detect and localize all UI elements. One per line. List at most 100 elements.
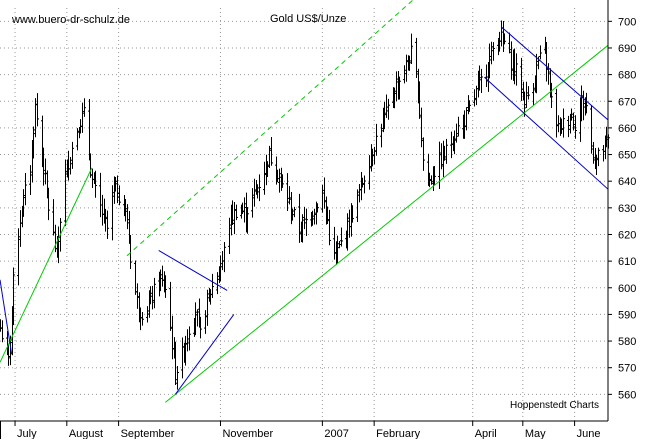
price-bar xyxy=(71,141,74,169)
price-bar xyxy=(1,320,4,343)
price-bar xyxy=(293,206,296,218)
price-bar xyxy=(422,137,425,171)
price-bar xyxy=(500,20,503,47)
price-bar xyxy=(488,43,491,79)
price-bar xyxy=(510,41,513,80)
price-bar xyxy=(440,143,443,170)
price-bar xyxy=(301,214,304,243)
trendline xyxy=(484,76,609,190)
price-bar xyxy=(403,65,406,84)
price-bar xyxy=(194,302,197,336)
price-bar xyxy=(83,98,86,117)
price-bar xyxy=(223,241,226,273)
price-bar xyxy=(7,344,10,366)
price-bar xyxy=(278,168,281,193)
price-bar xyxy=(585,92,588,114)
price-bar xyxy=(562,108,565,138)
price-bar xyxy=(398,76,401,100)
price-bar xyxy=(490,41,493,65)
source-label: Hoppenstedt Charts xyxy=(510,400,599,411)
price-bar xyxy=(574,115,577,139)
price-bar xyxy=(311,210,314,226)
price-bar xyxy=(527,86,530,100)
y-tick-label: 650 xyxy=(618,150,636,162)
trendline xyxy=(0,167,93,363)
price-bar xyxy=(69,156,72,175)
price-bar xyxy=(572,112,575,131)
price-bar xyxy=(64,159,67,227)
price-bar xyxy=(387,98,390,120)
price-bar xyxy=(266,161,269,177)
price-bar xyxy=(380,123,383,148)
trendline xyxy=(165,44,609,403)
price-bar xyxy=(204,310,207,334)
price-bar xyxy=(371,148,374,167)
price-bar xyxy=(36,93,39,127)
price-bar xyxy=(545,42,548,82)
price-bar xyxy=(415,37,418,78)
trendline xyxy=(126,0,414,257)
price-bar xyxy=(333,226,336,260)
price-bar xyxy=(602,144,605,162)
watermark-text: www.buero-dr-schulz.de xyxy=(11,14,130,26)
price-bar xyxy=(539,45,542,60)
labels: www.buero-dr-schulz.de Gold US$/Unze Hop… xyxy=(11,13,599,411)
price-bar xyxy=(101,194,104,226)
price-bar xyxy=(420,107,423,148)
price-bar xyxy=(408,55,411,71)
price-bar xyxy=(104,208,107,232)
price-bar xyxy=(473,89,476,107)
price-bar xyxy=(17,228,20,286)
price-bar xyxy=(52,199,55,236)
y-tick-label: 580 xyxy=(618,336,636,348)
price-bar xyxy=(181,337,184,379)
price-bar xyxy=(570,108,573,121)
price-bar xyxy=(383,102,386,130)
trendline xyxy=(0,279,13,355)
price-bar xyxy=(291,208,294,221)
price-bar xyxy=(373,146,376,165)
x-tick-label: May xyxy=(525,428,546,439)
price-bar xyxy=(241,202,244,215)
price-bar xyxy=(231,200,234,226)
price-bar xyxy=(547,63,550,85)
price-bar xyxy=(478,65,481,91)
price-bar xyxy=(184,335,187,366)
price-bar xyxy=(211,273,214,298)
price-bar xyxy=(243,197,246,223)
price-bar xyxy=(129,235,132,270)
price-bars xyxy=(0,20,610,390)
trendline xyxy=(174,314,235,395)
y-tick-label: 700 xyxy=(618,16,636,28)
price-bar xyxy=(465,107,468,131)
price-bar xyxy=(348,209,351,238)
price-bar xyxy=(492,42,495,61)
y-tick-label: 680 xyxy=(618,70,636,82)
price-bar xyxy=(146,306,149,323)
price-bar xyxy=(149,286,152,305)
price-bar xyxy=(443,145,446,161)
price-bar xyxy=(233,202,236,235)
price-bar xyxy=(298,193,301,243)
trendline xyxy=(500,26,609,121)
price-bar xyxy=(136,283,139,309)
price-bar xyxy=(24,172,27,206)
x-tick-label: August xyxy=(69,428,103,439)
price-bar xyxy=(520,57,523,101)
price-bar xyxy=(336,235,339,264)
x-tick-label: November xyxy=(222,428,273,439)
price-bar xyxy=(338,241,341,249)
price-bar xyxy=(410,33,413,64)
y-tick-label: 690 xyxy=(618,43,636,55)
price-bar xyxy=(346,213,349,251)
price-bar xyxy=(590,105,593,154)
price-bar xyxy=(176,366,179,390)
price-bar xyxy=(375,123,378,156)
price-bar xyxy=(216,272,219,295)
price-bar xyxy=(124,198,127,222)
price-bar xyxy=(19,210,22,247)
y-tick-label: 620 xyxy=(618,229,636,241)
price-bar xyxy=(453,130,456,155)
